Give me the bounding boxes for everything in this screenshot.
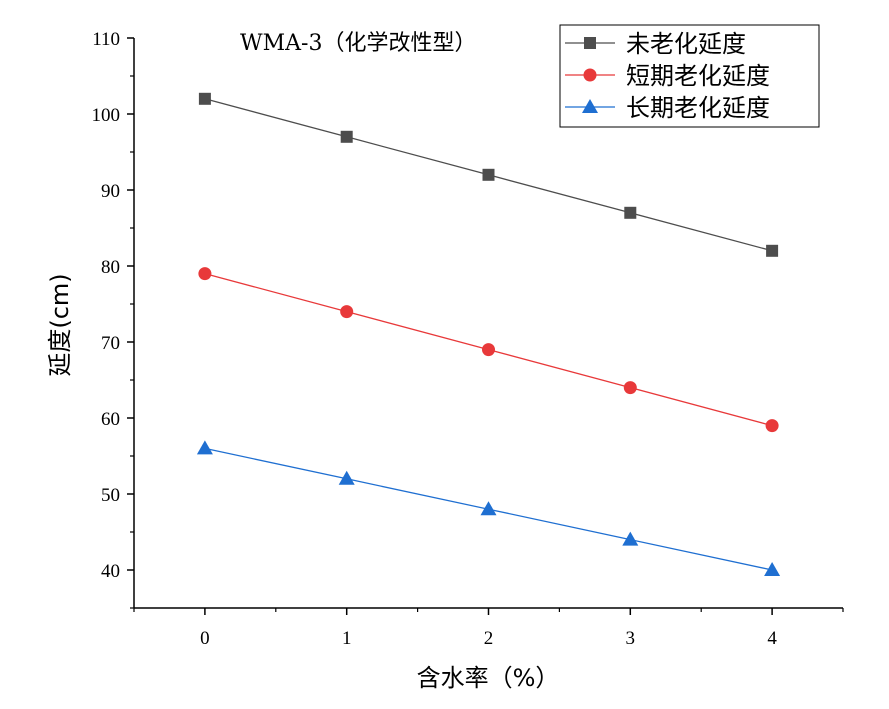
x-tick-label: 0: [200, 628, 210, 649]
x-tick-label: 2: [484, 628, 494, 649]
legend-label: 长期老化延度: [626, 94, 770, 122]
legend-marker: [583, 68, 597, 82]
legend-label: 短期老化延度: [626, 62, 770, 90]
data-point: [338, 470, 355, 485]
data-point: [622, 531, 639, 546]
x-axis-title: 含水率（%）: [417, 664, 560, 692]
x-tick-label: 3: [626, 628, 636, 649]
series-1: [198, 267, 779, 433]
y-tick-label: 80: [101, 257, 120, 278]
y-tick-label: 70: [101, 333, 120, 354]
data-point: [766, 244, 779, 257]
chart-title: WMA-3（化学改性型）: [240, 31, 476, 56]
series-layer: [196, 92, 781, 576]
data-point: [482, 168, 495, 181]
data-point: [765, 419, 779, 433]
legend-marker: [584, 37, 596, 49]
x-tick-label: 1: [342, 628, 352, 649]
y-tick-label: 110: [92, 29, 120, 50]
legend-label: 未老化延度: [626, 30, 746, 58]
axes: 40 50 60 70 80 90 100 110 0 1 2 3 4: [92, 29, 844, 649]
y-tick-label: 60: [101, 409, 120, 430]
y-axis-title: 延度(cm): [46, 273, 74, 376]
data-point: [340, 305, 354, 319]
data-point: [480, 501, 497, 516]
legend-item-0: 未老化延度: [565, 30, 746, 58]
data-point: [340, 130, 353, 143]
data-point: [623, 381, 637, 395]
x-tick-label: 4: [767, 628, 777, 649]
y-tick-label: 50: [101, 485, 120, 506]
data-point: [624, 206, 637, 219]
data-point: [198, 92, 211, 105]
data-point: [482, 343, 495, 357]
legend-marker: [582, 99, 598, 113]
legend-item-1: 短期老化延度: [565, 62, 770, 90]
data-point: [764, 562, 781, 576]
y-tick-label: 90: [101, 181, 120, 202]
series-0: [198, 92, 779, 257]
series-2: [196, 440, 781, 576]
y-tick-label: 100: [92, 105, 121, 126]
data-point: [198, 267, 212, 281]
data-point: [196, 440, 213, 455]
y-tick-label: 40: [101, 561, 120, 582]
legend-item-2: 长期老化延度: [565, 94, 770, 122]
legend-box: [559, 24, 820, 128]
